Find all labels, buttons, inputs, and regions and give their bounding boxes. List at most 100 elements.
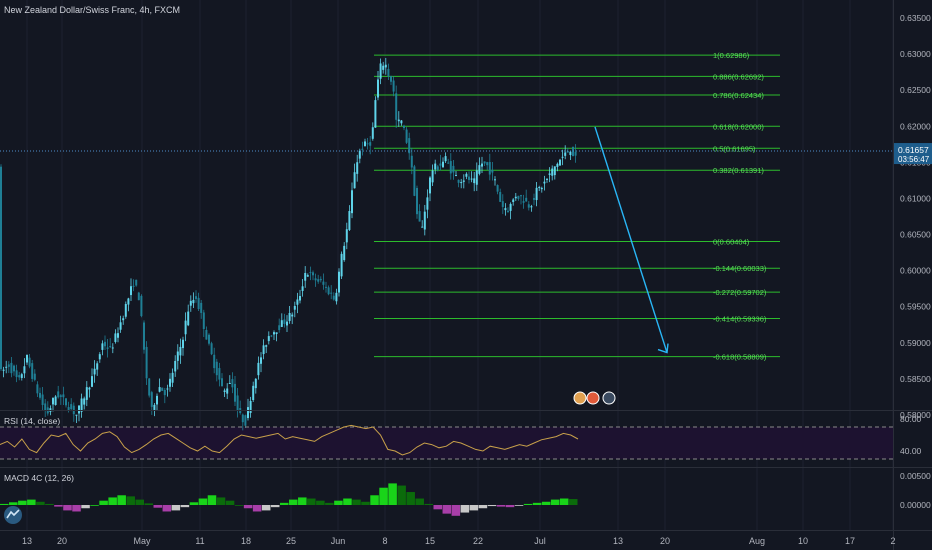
countdown-label: 03:56:47 [898, 155, 930, 164]
candle-body [299, 295, 301, 301]
candle-body [254, 378, 257, 389]
fib-level-label: 1(0.62986) [713, 51, 750, 60]
candle-body [387, 68, 390, 77]
candle-body [507, 210, 509, 213]
candle-body [119, 322, 122, 330]
candle-body [423, 211, 426, 230]
time-label: 13 [613, 536, 623, 546]
candle-body [101, 343, 104, 350]
time-axis[interactable]: 13 20 May 11 18 25 Jun 8 15 22 Jul 13 20 Aug 10 17 2 [22, 536, 896, 546]
candle-body [197, 297, 200, 310]
candle-body [122, 318, 125, 321]
candle-body [525, 197, 528, 202]
candle-body [390, 76, 392, 82]
macd-pane[interactable]: 0.00500 0.00000 [0, 471, 931, 516]
macd-bar [442, 505, 452, 514]
candle-body [114, 333, 117, 342]
candle-body [499, 192, 502, 202]
time-label: 18 [241, 536, 251, 546]
news-icon[interactable] [602, 391, 616, 405]
macd-bar [207, 495, 217, 505]
candle-body [223, 390, 226, 392]
candle-body [96, 363, 99, 370]
macd-bar [334, 500, 343, 505]
candle-body [369, 142, 372, 146]
candle-body [481, 163, 483, 167]
candle-body [31, 363, 34, 379]
fib-level-label: 0.618(0.62000) [713, 122, 764, 131]
candle-body [158, 387, 161, 392]
macd-bar [162, 505, 172, 512]
candle-body [189, 300, 192, 306]
candle-body [202, 312, 205, 330]
candle-body [72, 405, 75, 415]
candle-body [192, 299, 195, 304]
candle-body [93, 368, 96, 375]
candle-body [174, 360, 177, 372]
earnings-icon[interactable] [573, 391, 587, 405]
price-tick-label: 0.62000 [900, 121, 931, 131]
candle-body [522, 201, 525, 203]
candle-body [156, 395, 158, 405]
candle-body [195, 296, 197, 299]
candle-body [548, 173, 551, 175]
tradingview-logo[interactable] [4, 506, 22, 524]
candle-body [241, 414, 244, 423]
candle-body [234, 383, 236, 402]
candle-body [442, 161, 444, 168]
fibonacci-retracement[interactable]: 1(0.62986) 0.886(0.62692) 0.786(0.62434) 0.… [374, 51, 780, 362]
candle-body [150, 392, 153, 407]
macd-bar [568, 499, 578, 505]
candle-body [379, 63, 382, 79]
candle-body [52, 398, 54, 405]
macd-bar [388, 483, 397, 505]
macd-bar [541, 501, 551, 505]
candle-body [501, 201, 504, 207]
candle-body [475, 170, 478, 185]
candle-body [309, 272, 312, 274]
candle-body [462, 180, 465, 182]
candle-body [566, 151, 569, 153]
candle-body [145, 346, 148, 379]
macd-bar [478, 505, 488, 509]
macd-bar [108, 497, 117, 505]
candle-body [127, 298, 130, 305]
candle-body [257, 362, 260, 376]
candle-body [288, 312, 291, 321]
candle-body [75, 414, 78, 416]
candle-body [457, 179, 460, 183]
candle-body [314, 278, 317, 281]
candle-body [265, 345, 268, 347]
candle-body [312, 272, 314, 276]
candle-body [486, 162, 489, 166]
candle-body [7, 364, 10, 367]
fib-level-label: -0.414(0.59336) [713, 315, 767, 324]
candle-body [356, 162, 359, 174]
candle-body [491, 169, 494, 173]
candle-body [574, 151, 577, 156]
candle-body [527, 204, 530, 208]
projection-arrow[interactable] [594, 126, 669, 354]
candle-body [371, 127, 374, 139]
fib-level-label: 0.5(0.61695) [713, 144, 756, 153]
candle-body [291, 314, 294, 317]
macd-bar [99, 500, 108, 505]
candle-body [57, 391, 60, 398]
candle-body [200, 302, 203, 313]
event-icons[interactable] [573, 391, 616, 405]
rsi-pane[interactable]: 80.00 40.00 [0, 414, 922, 460]
candle-body [470, 178, 473, 180]
dividend-icon[interactable] [586, 391, 600, 405]
fib-level-label: 0.382(0.61391) [713, 166, 764, 175]
candle-body [132, 285, 135, 287]
macd-bar [63, 505, 72, 511]
candle-body [20, 374, 23, 378]
arrow-shaft[interactable] [594, 126, 668, 353]
candle-body [104, 341, 106, 347]
macd-bar [559, 498, 569, 505]
candle-body [13, 365, 15, 372]
candle-body [137, 292, 140, 301]
price-tick-label: 0.63000 [900, 49, 931, 59]
